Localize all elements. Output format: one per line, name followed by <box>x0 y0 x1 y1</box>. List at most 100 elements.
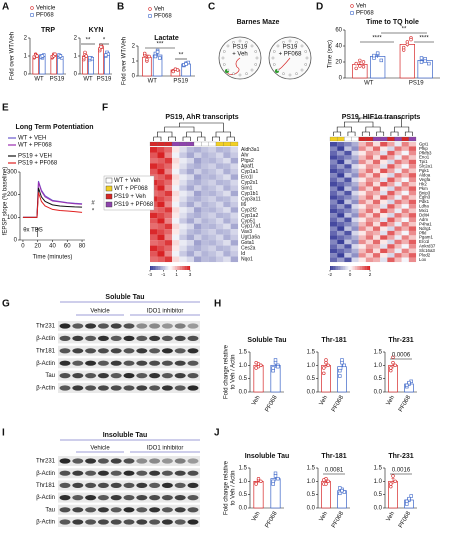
data-point <box>389 366 393 370</box>
annotation: * <box>103 38 106 44</box>
heatmap-cell <box>387 213 395 218</box>
data-point <box>83 50 87 55</box>
heatmap-cell <box>330 230 338 236</box>
blot-band <box>97 495 109 501</box>
blot-band <box>136 495 148 501</box>
heatmap-cell <box>337 226 345 231</box>
heatmap-cell <box>164 218 173 224</box>
y-tick-label: 0.5 <box>374 376 383 382</box>
heatmap-cell <box>351 199 359 205</box>
blot-band <box>174 458 186 464</box>
group-label: IDO1 inhibitor <box>147 446 184 452</box>
y-tick-label: 0.0 <box>307 506 316 512</box>
heatmap-cell <box>194 152 202 159</box>
heatmap-cell <box>157 256 165 263</box>
heatmap-cell <box>408 159 417 165</box>
maze-hole <box>250 44 254 48</box>
heatmap-cell <box>164 185 173 191</box>
blot-band <box>72 495 84 501</box>
heatmap-cell <box>330 159 338 165</box>
heatmap-cell <box>208 147 217 153</box>
heatmap-cell <box>201 201 209 208</box>
heatmap-cell <box>387 150 395 156</box>
heatmap-cell <box>208 240 217 246</box>
y-tick-label: 1.5 <box>374 350 383 356</box>
heatmap-cell <box>337 204 345 209</box>
x-tick-label: PS19 <box>173 79 188 85</box>
heatmap-cell <box>408 199 417 205</box>
maze-hole <box>282 72 285 76</box>
heatmap-cell <box>157 240 165 246</box>
blot-band <box>187 335 199 341</box>
blot-band <box>136 458 148 464</box>
row-label: Slc2a1 <box>419 164 433 169</box>
blot-band <box>136 482 148 488</box>
heatmap-cell <box>216 152 224 159</box>
heatmap-cell <box>401 164 409 169</box>
heatmap-cell <box>380 186 388 191</box>
heatmap-cell <box>358 235 366 240</box>
heatmap-cell <box>230 240 239 246</box>
heatmap-cell <box>373 226 381 231</box>
row-label: Pdk1 <box>419 199 430 204</box>
blot-band <box>187 482 199 488</box>
heatmap-cell <box>358 190 366 196</box>
data-point <box>361 60 366 64</box>
blot-band <box>110 373 122 379</box>
annotation: ** <box>402 27 407 33</box>
colorbar-step <box>356 266 359 270</box>
legend-marker <box>30 13 34 17</box>
heatmap-cell <box>344 253 352 258</box>
maze-hole <box>295 40 298 44</box>
data-point <box>271 366 275 370</box>
row-label: Ero1l <box>241 174 253 180</box>
heatmap-cell <box>373 235 381 240</box>
heatmap-cell <box>157 196 165 202</box>
y-tick-label: 20 <box>335 60 342 66</box>
heatmap-cell <box>380 150 388 156</box>
data-point <box>409 37 413 42</box>
heatmap-cell <box>201 234 209 241</box>
heatmap-cell <box>223 179 231 186</box>
blot-band <box>97 519 109 525</box>
blot-band <box>174 495 186 501</box>
blot-row-label: β-Actin <box>36 471 55 477</box>
heatmap-cell <box>373 195 381 200</box>
heatmap-cell <box>401 155 409 160</box>
data-point <box>379 58 384 63</box>
heatmap-cell <box>179 201 187 208</box>
blot-band <box>149 470 161 476</box>
annotation: * <box>92 209 95 215</box>
blot-band <box>72 507 84 513</box>
colorbar-step <box>336 266 339 270</box>
heatmap-cell <box>401 226 409 231</box>
heatmap-cell <box>150 168 158 175</box>
heatmap-cell <box>394 159 402 165</box>
heatmap-cell <box>351 213 359 218</box>
data-point <box>338 491 342 496</box>
annotation: ** <box>86 38 91 44</box>
row-label: Pfkp <box>419 146 428 151</box>
heatmap-cell <box>337 248 345 254</box>
panel-label: C <box>208 2 215 13</box>
heatmap-cell <box>179 256 187 263</box>
row-label: Nqo1 <box>241 257 253 263</box>
colorbar-step <box>158 266 161 270</box>
plot-title: Time to TQ hole <box>366 19 419 26</box>
row-label: Ptgs2 <box>241 158 254 164</box>
heatmap-cell <box>150 256 158 263</box>
heatmap-cell <box>330 213 338 218</box>
y-tick-label: 1 <box>74 54 78 60</box>
heatmap-cell <box>394 182 402 187</box>
heatmap-cell <box>358 204 366 209</box>
colorbar-step <box>346 266 349 270</box>
heatmap-cell <box>401 244 409 249</box>
heatmap-cell <box>380 204 388 209</box>
heatmap-cell <box>365 204 374 209</box>
legend-label: PS19 + VEH <box>18 154 52 160</box>
plot-title: Thr-231 <box>388 337 413 344</box>
heatmap-cell <box>330 155 338 160</box>
blot-band <box>59 458 71 464</box>
heatmap-cell <box>157 251 165 257</box>
column-group-swatch <box>201 141 209 147</box>
